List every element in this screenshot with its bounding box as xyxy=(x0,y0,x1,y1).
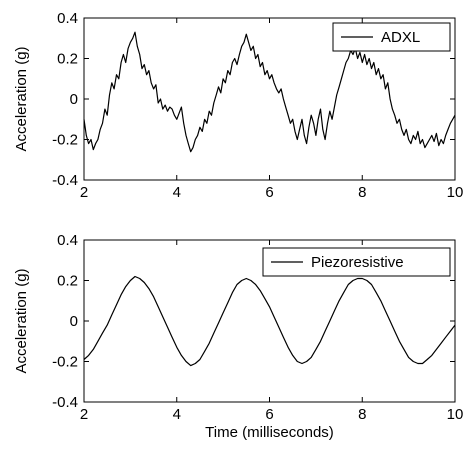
y-tick-label: 0.4 xyxy=(57,232,78,249)
x-tick-label: 8 xyxy=(358,184,366,201)
y-tick-label: -0.4 xyxy=(52,394,78,411)
plot-panel-2: 2 4 6 8 10 -0.4 -0.2 0 0.2 0.4 Acceleration (g) Tim… xyxy=(13,232,463,441)
legend-label: Piezoresistive xyxy=(311,254,404,271)
y-axis-label: Acceleration (g) xyxy=(13,46,30,151)
y-tick-label: 0.2 xyxy=(57,51,78,68)
legend: ADXL xyxy=(332,22,451,52)
y-tick-label: -0.2 xyxy=(52,132,78,149)
plot-panel-1: 2 4 6 8 10 -0.4 -0.2 0 0.2 0.4 Acceleration (g) ADX… xyxy=(13,10,463,201)
x-tick-label: 4 xyxy=(173,406,181,423)
x-tick-label: 2 xyxy=(80,184,88,201)
x-tick-label: 4 xyxy=(173,184,181,201)
x-tick-label: 6 xyxy=(265,184,273,201)
y-axis-label: Acceleration (g) xyxy=(13,268,30,373)
x-tick-label: 2 xyxy=(80,406,88,423)
x-axis-label: Time (milliseconds) xyxy=(205,424,334,441)
legend: Piezoresistive xyxy=(262,247,451,277)
y-tick-label: 0.4 xyxy=(57,10,78,27)
x-tick-label: 10 xyxy=(447,184,464,201)
y-tick-label: 0.2 xyxy=(57,273,78,290)
legend-label: ADXL xyxy=(381,29,420,46)
y-tick-label: 0 xyxy=(70,91,78,108)
x-tick-label: 10 xyxy=(447,406,464,423)
x-tick-label: 8 xyxy=(358,406,366,423)
y-tick-label: -0.2 xyxy=(52,354,78,371)
series-line-adxl xyxy=(83,31,456,153)
series-line-piezoresistive xyxy=(83,275,456,367)
y-tick-label: 0 xyxy=(70,313,78,330)
x-tick-label: 6 xyxy=(265,406,273,423)
y-tick-label: -0.4 xyxy=(52,172,78,189)
